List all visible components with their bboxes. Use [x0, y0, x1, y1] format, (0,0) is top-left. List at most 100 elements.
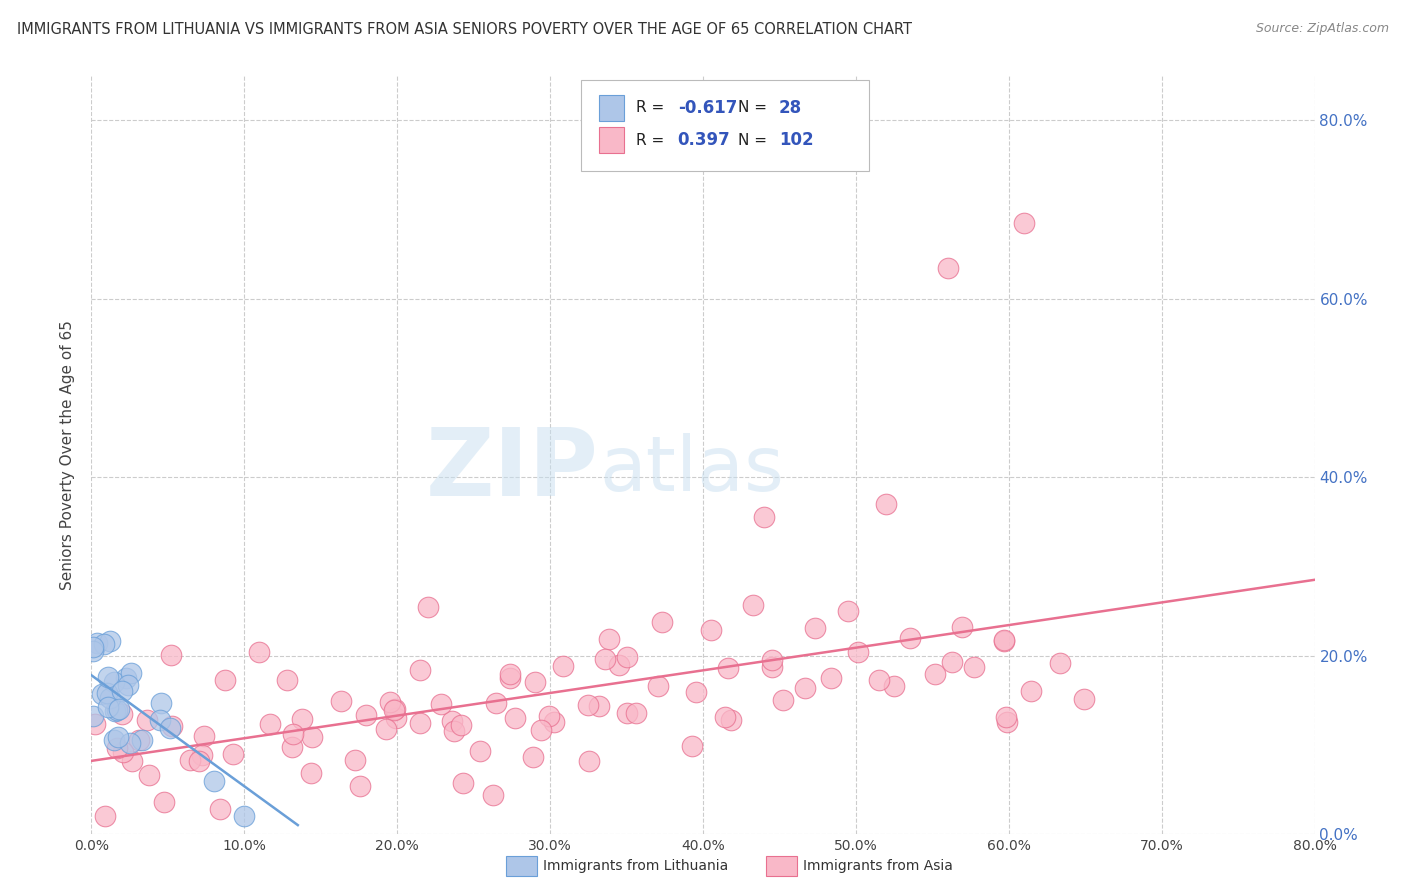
Text: Source: ZipAtlas.com: Source: ZipAtlas.com — [1256, 22, 1389, 36]
Point — [111, 706, 134, 721]
Point — [153, 796, 176, 810]
Point — [846, 645, 869, 659]
Point — [105, 741, 128, 756]
Point — [578, 754, 600, 768]
Point — [588, 699, 610, 714]
Point — [118, 736, 141, 750]
Point — [551, 658, 574, 673]
Point — [409, 715, 432, 730]
Point — [837, 604, 859, 618]
Point — [378, 695, 401, 709]
Point — [107, 730, 129, 744]
Point — [105, 703, 128, 717]
Point — [713, 709, 735, 723]
Point — [1012, 216, 1035, 230]
Point — [131, 733, 153, 747]
Point — [276, 673, 298, 687]
Point — [941, 656, 963, 670]
Point — [97, 699, 120, 714]
Point — [190, 747, 212, 762]
Point — [344, 753, 367, 767]
Point — [214, 673, 236, 688]
Text: atlas: atlas — [599, 434, 785, 507]
Point — [820, 671, 842, 685]
Point — [626, 706, 648, 720]
Point — [120, 665, 142, 680]
Text: 28: 28 — [779, 99, 801, 117]
Point — [995, 715, 1018, 730]
Point — [900, 631, 922, 645]
Point — [754, 510, 776, 524]
Point — [280, 740, 302, 755]
Point — [96, 686, 118, 700]
Point — [93, 637, 115, 651]
Point — [482, 788, 505, 802]
Point — [247, 645, 270, 659]
Point — [700, 624, 723, 638]
Point — [107, 701, 129, 715]
Point — [451, 775, 474, 789]
Point — [384, 702, 406, 716]
Point — [354, 708, 377, 723]
Point — [443, 723, 465, 738]
Text: Immigrants from Lithuania: Immigrants from Lithuania — [543, 859, 728, 873]
Point — [301, 730, 323, 744]
Point — [524, 675, 547, 690]
Point — [385, 711, 408, 725]
Point — [543, 714, 565, 729]
Point — [103, 675, 125, 690]
Point — [924, 667, 946, 681]
Point — [112, 745, 135, 759]
Text: 0.397: 0.397 — [678, 131, 731, 149]
Point — [159, 721, 181, 735]
Point — [160, 718, 183, 732]
Point — [382, 703, 405, 717]
Text: -0.617: -0.617 — [678, 99, 737, 117]
Point — [138, 768, 160, 782]
Point — [616, 706, 638, 720]
Point — [111, 683, 134, 698]
Point — [761, 653, 783, 667]
Point — [83, 717, 105, 731]
Point — [349, 779, 371, 793]
Point — [259, 716, 281, 731]
Point — [409, 663, 432, 677]
Point — [875, 497, 898, 511]
Point — [222, 747, 245, 761]
Point — [430, 697, 453, 711]
Point — [607, 658, 630, 673]
Point — [103, 733, 125, 747]
Point — [794, 681, 817, 696]
Point — [135, 713, 157, 727]
Point — [685, 684, 707, 698]
Text: R =: R = — [636, 101, 669, 115]
Point — [1049, 656, 1071, 670]
Point — [936, 260, 959, 275]
Point — [616, 649, 638, 664]
Point — [499, 671, 522, 685]
Point — [128, 733, 150, 747]
Point — [187, 754, 209, 768]
Point — [994, 710, 1017, 724]
Point — [149, 696, 172, 710]
Text: Immigrants from Asia: Immigrants from Asia — [803, 859, 953, 873]
Point — [530, 723, 553, 737]
Point — [416, 599, 439, 614]
Point — [233, 809, 256, 823]
Point — [117, 678, 139, 692]
Point — [993, 632, 1015, 647]
Point — [950, 620, 973, 634]
Point — [716, 660, 738, 674]
Point — [97, 670, 120, 684]
Point — [470, 744, 492, 758]
Point — [868, 673, 890, 688]
Point — [159, 648, 181, 662]
Point — [772, 693, 794, 707]
Point — [576, 698, 599, 713]
Point — [291, 713, 314, 727]
Point — [522, 749, 544, 764]
Point — [104, 704, 127, 718]
Point — [593, 652, 616, 666]
Point — [193, 729, 215, 743]
Point — [537, 708, 560, 723]
